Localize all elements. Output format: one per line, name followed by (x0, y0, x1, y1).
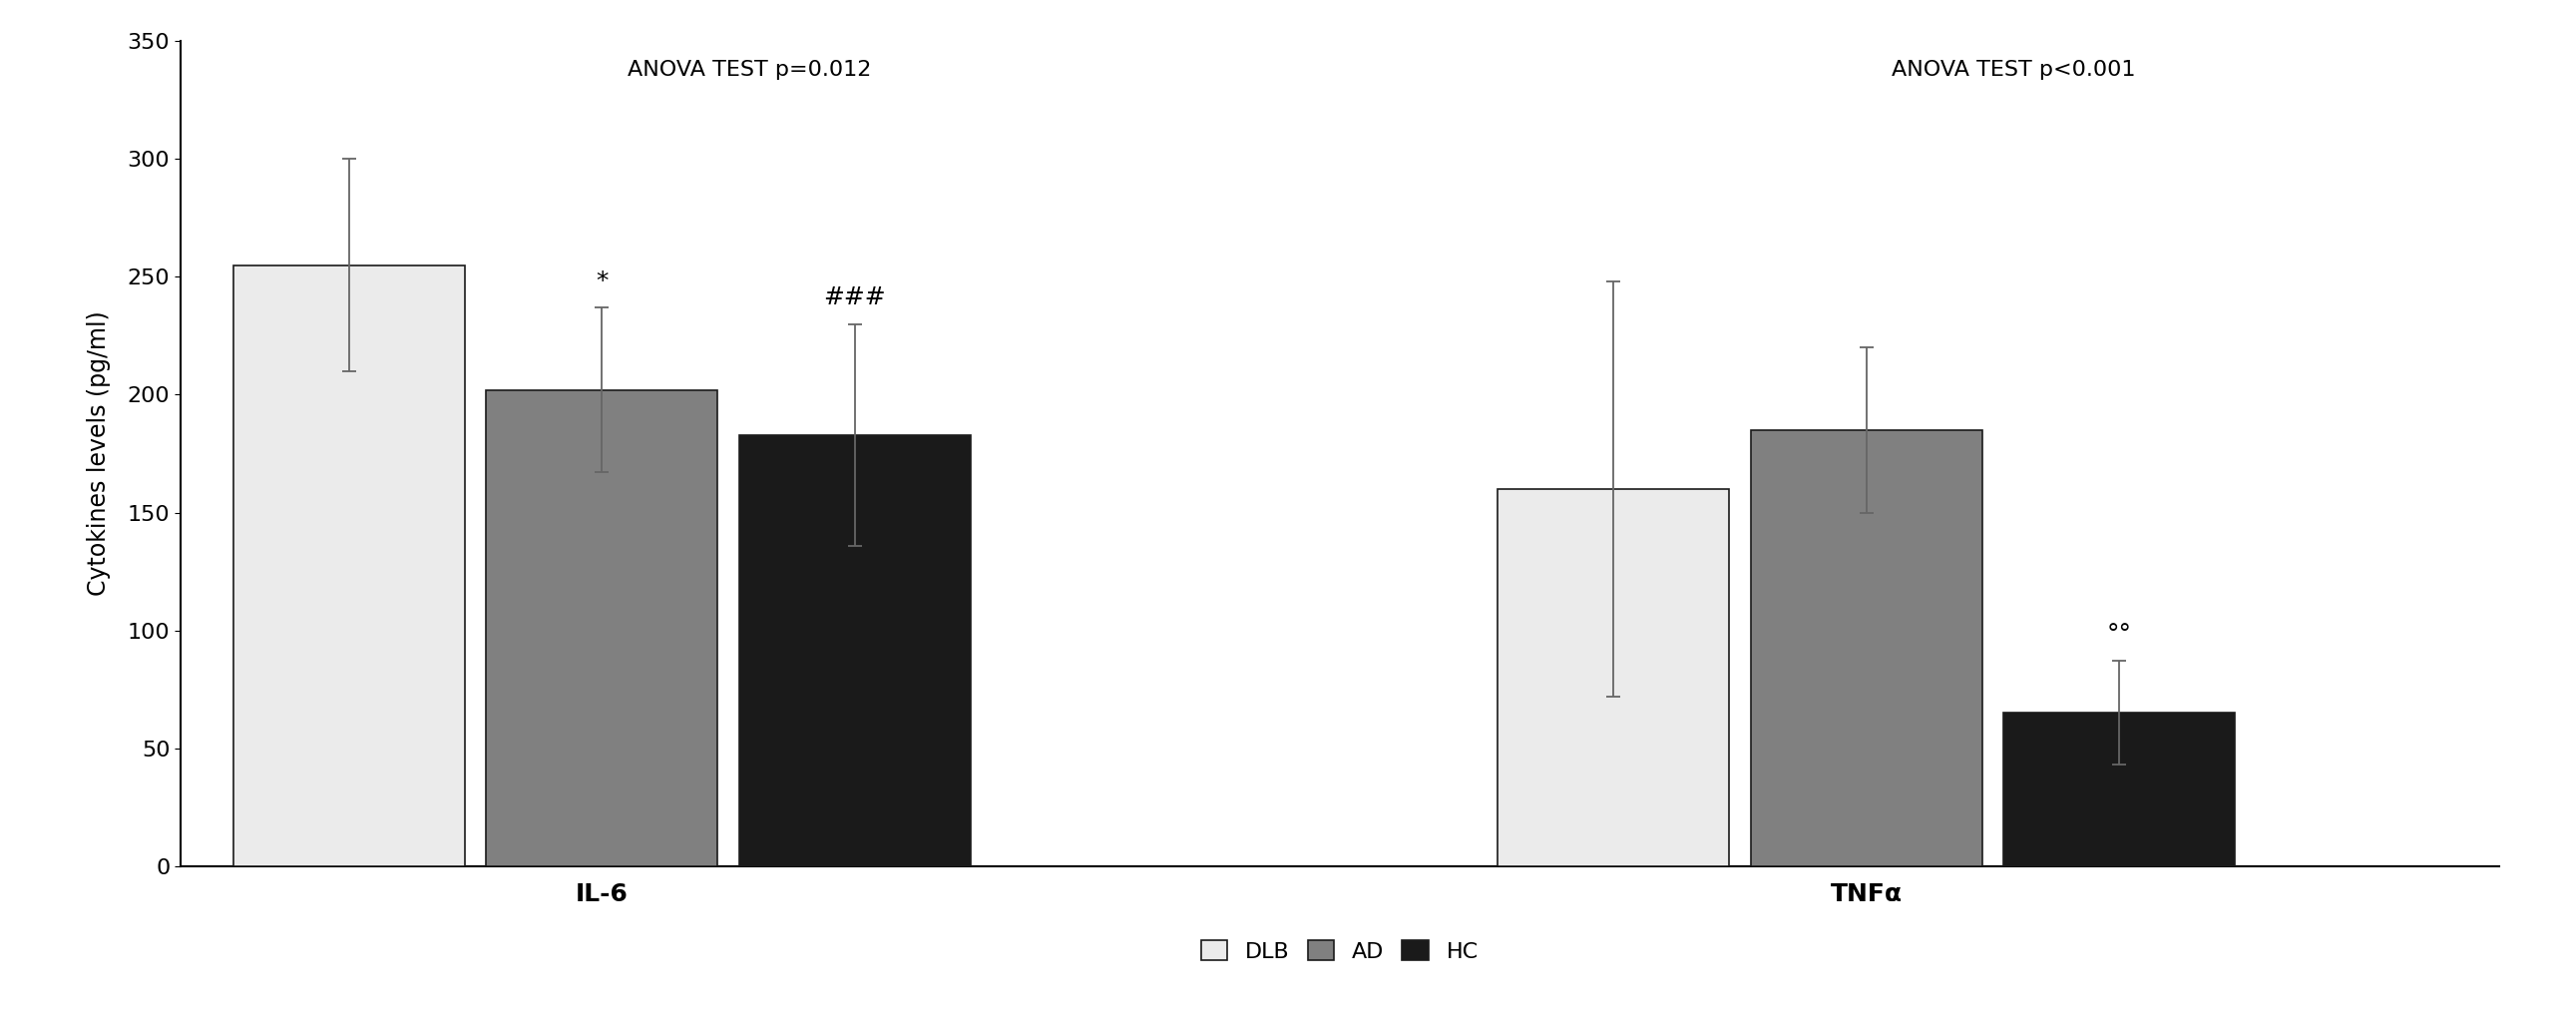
Text: ANOVA TEST p=0.012: ANOVA TEST p=0.012 (629, 60, 871, 80)
Bar (232, 265, 464, 866)
Bar (1497, 489, 1728, 866)
Bar (2004, 712, 2236, 866)
Y-axis label: Cytokines levels (pg/ml): Cytokines levels (pg/ml) (88, 311, 111, 596)
Text: *: * (595, 269, 608, 294)
Bar (1752, 430, 1984, 866)
Bar (739, 435, 971, 866)
Text: ANOVA TEST p<0.001: ANOVA TEST p<0.001 (1891, 60, 2136, 80)
Bar (487, 390, 719, 866)
Text: °°: °° (2107, 623, 2133, 646)
Legend: DLB, AD, HC: DLB, AD, HC (1200, 940, 1479, 962)
Text: ###: ### (824, 286, 886, 310)
